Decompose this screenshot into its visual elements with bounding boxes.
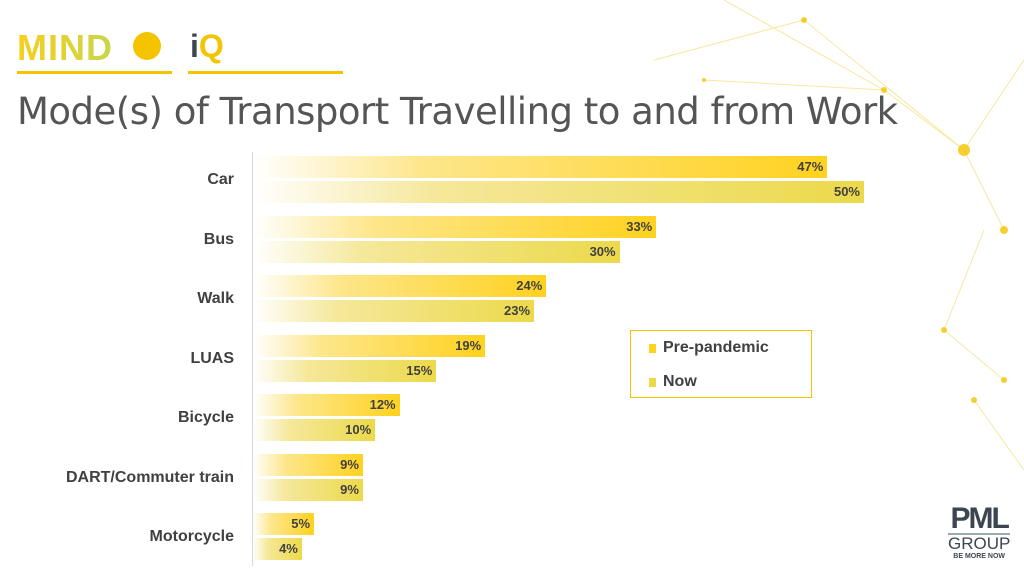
- data-label: 23%: [504, 303, 531, 318]
- y-axis: [252, 152, 253, 566]
- legend-label: Now: [663, 373, 697, 390]
- iq-logo: iQ: [190, 28, 224, 65]
- bar-now: 4%: [253, 538, 302, 560]
- data-label: 5%: [291, 516, 311, 531]
- category-label: Bus: [203, 230, 234, 248]
- data-label: 9%: [340, 456, 359, 472]
- bar-now: 50%: [253, 181, 864, 203]
- bar-now: 10%: [253, 419, 376, 441]
- bar-pre-pandemic: 24%: [253, 275, 547, 297]
- iq-logo-q: Q: [198, 28, 224, 64]
- bar-pre-pandemic: 33%: [253, 215, 657, 238]
- legend-swatch: [649, 344, 656, 353]
- pml-logo: PML GROUP BE MORE NOW: [948, 502, 1011, 560]
- data-label: 24%: [516, 278, 543, 293]
- data-label: 12%: [369, 397, 396, 412]
- data-label: 15%: [406, 362, 433, 378]
- data-label: 9%: [340, 481, 359, 497]
- bar-now: 15%: [253, 359, 437, 382]
- network-decoration: [653, 0, 1024, 471]
- legend-swatch: [649, 378, 656, 387]
- data-label: 4%: [279, 541, 298, 556]
- legend-item-pre: Pre-pandemic: [649, 339, 769, 357]
- category-label: Motorcycle: [149, 528, 234, 545]
- brain-icon: [133, 32, 161, 60]
- pml-logo-main: PML: [950, 502, 1010, 535]
- divider: [188, 71, 343, 74]
- legend: Pre-pandemic Now: [630, 330, 812, 398]
- mind-logo: MIND: [17, 27, 113, 68]
- bar-pre-pandemic: 5%: [253, 513, 315, 535]
- data-label: 50%: [833, 184, 860, 199]
- category-label: Walk: [197, 290, 234, 307]
- bar-pre-pandemic: 12%: [253, 394, 400, 416]
- chart-title: Mode(s) of Transport Travelling to and f…: [17, 90, 898, 133]
- data-label: 33%: [626, 218, 653, 234]
- pml-tagline: BE MORE NOW: [953, 553, 1006, 560]
- category-label: Car: [207, 171, 234, 188]
- data-label: 47%: [797, 159, 824, 174]
- legend-item-now: Now: [649, 373, 697, 391]
- divider: [17, 71, 172, 74]
- data-label: 10%: [345, 422, 372, 437]
- legend-label: Pre-pandemic: [663, 339, 769, 356]
- bar-pre-pandemic: 19%: [253, 334, 486, 357]
- bar-now: 23%: [253, 300, 535, 322]
- bar-now: 30%: [253, 240, 620, 263]
- pml-logo-sub: GROUP: [948, 533, 1011, 553]
- iq-logo-i: i: [190, 28, 199, 64]
- data-label: 30%: [589, 243, 616, 259]
- bar-now: 9%: [253, 478, 363, 501]
- data-label: 19%: [455, 337, 482, 353]
- category-label: LUAS: [190, 349, 234, 367]
- category-label: DART/Commuter train: [65, 468, 234, 486]
- category-label: Bicycle: [177, 409, 234, 426]
- bar-pre-pandemic: 47%: [253, 156, 828, 178]
- bar-pre-pandemic: 9%: [253, 453, 363, 476]
